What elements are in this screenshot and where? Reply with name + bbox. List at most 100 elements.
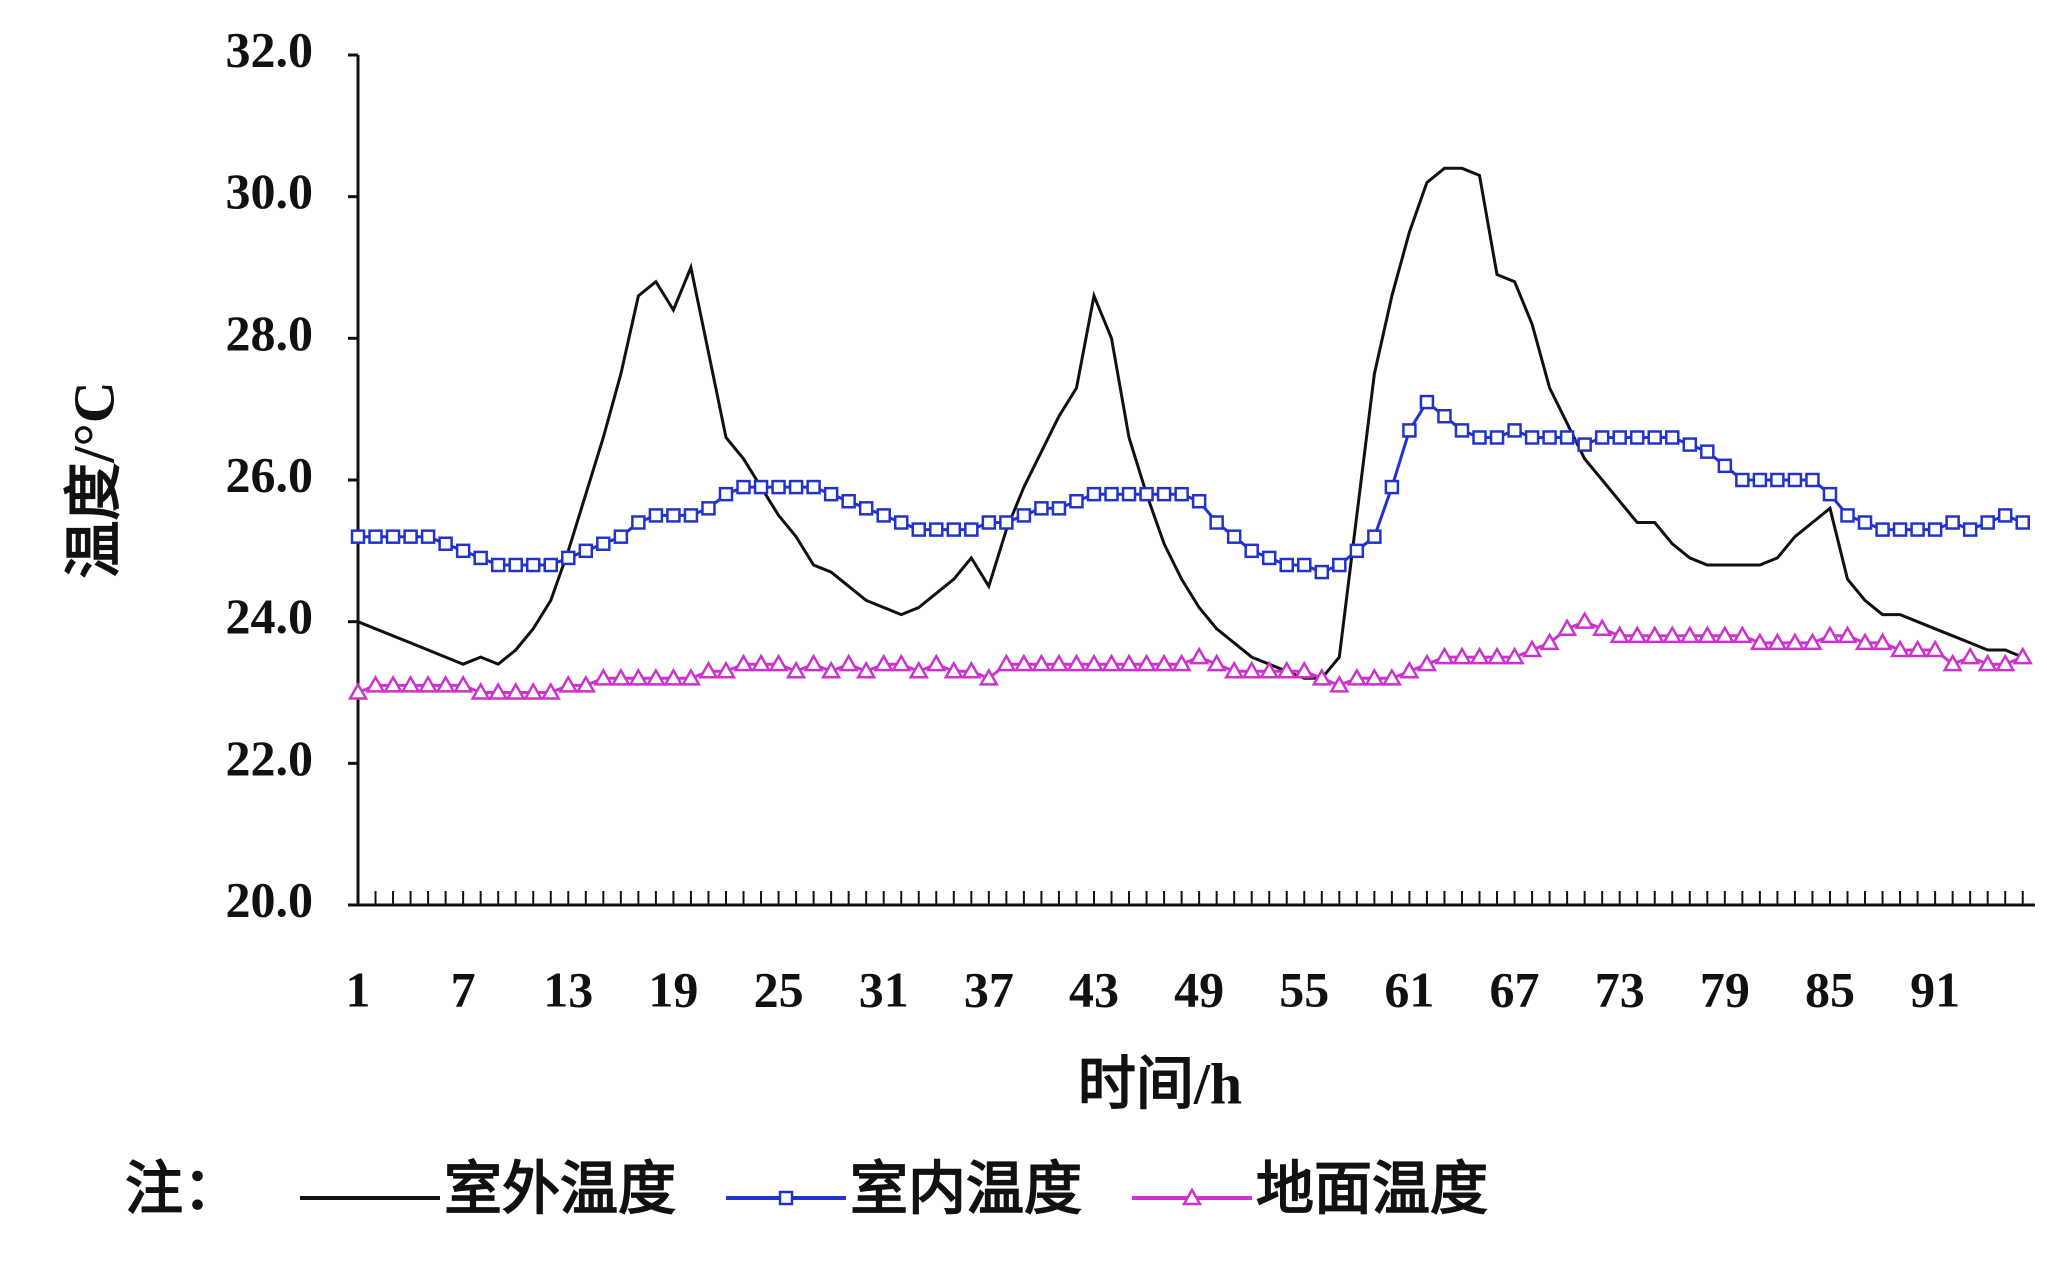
- series-marker: [1083, 653, 1105, 672]
- series-marker: [1279, 557, 1294, 573]
- series-marker: [575, 674, 596, 693]
- series-marker: [1644, 625, 1665, 644]
- series-marker: [1910, 522, 1925, 537]
- series-marker: [645, 667, 667, 686]
- x-tick-label: 25: [754, 961, 804, 1017]
- series-marker: [1472, 430, 1487, 445]
- series-marker: [946, 522, 962, 537]
- series-marker: [803, 653, 824, 672]
- series-marker: [1542, 430, 1557, 445]
- series-marker: [1682, 437, 1698, 452]
- y-tick-label: 28.0: [226, 305, 314, 361]
- series-marker: [806, 479, 821, 495]
- series-line: [357, 166, 2024, 680]
- x-tick-label: 43: [1069, 961, 1119, 1017]
- series-marker: [2012, 646, 2033, 665]
- series-marker: [438, 536, 453, 551]
- y-tick-label: 30.0: [226, 163, 314, 219]
- series-marker: [2015, 515, 2030, 530]
- series-marker: [666, 508, 681, 523]
- y-tick-label: 26.0: [226, 446, 314, 502]
- series-marker: [648, 508, 664, 523]
- series-marker: [1679, 625, 1700, 644]
- series-marker: [1577, 437, 1592, 452]
- series-marker: [578, 543, 594, 559]
- series-marker: [698, 660, 719, 679]
- series-marker: [1244, 543, 1259, 559]
- series-marker: [841, 494, 856, 509]
- series-marker: [1364, 667, 1385, 686]
- x-tick-label: 79: [1700, 961, 1750, 1017]
- series-marker: [926, 653, 947, 672]
- legend-title: 注：: [125, 1156, 241, 1221]
- series-marker: [715, 660, 737, 679]
- series-marker: [1367, 529, 1382, 544]
- series-marker: [1960, 646, 1981, 665]
- series-marker: [1381, 667, 1403, 686]
- series-marker: [823, 486, 839, 502]
- series-marker: [981, 515, 997, 530]
- legend-marker: [1181, 1187, 1203, 1206]
- series-marker: [1872, 632, 1893, 651]
- series-marker: [1384, 479, 1400, 495]
- series-marker: [1259, 660, 1280, 679]
- x-tick-label: 73: [1595, 961, 1645, 1017]
- series-marker: [1504, 646, 1525, 665]
- series-marker: [1434, 646, 1455, 665]
- series-marker: [347, 681, 369, 700]
- series-marker: [1121, 486, 1137, 502]
- series-marker: [1224, 660, 1245, 679]
- series-marker: [733, 653, 754, 672]
- series-marker: [893, 515, 909, 530]
- x-tick-label: 1: [346, 961, 371, 1017]
- series-marker: [593, 667, 614, 686]
- series-marker: [1346, 667, 1367, 686]
- series-marker: [1332, 557, 1347, 573]
- series-marker: [350, 529, 366, 544]
- series-marker: [1241, 660, 1262, 679]
- series-marker: [961, 660, 982, 679]
- series-marker: [628, 667, 649, 686]
- series-marker: [1749, 632, 1771, 651]
- series-marker: [1297, 557, 1312, 573]
- x-tick-label: 49: [1174, 961, 1224, 1017]
- series-marker: [435, 674, 456, 693]
- x-tick-label: 37: [964, 961, 1014, 1017]
- series-marker: [1136, 653, 1157, 672]
- series-marker: [736, 479, 751, 495]
- series-marker: [663, 667, 684, 686]
- series-marker: [1118, 653, 1140, 672]
- series-marker: [365, 674, 386, 693]
- series-marker: [1209, 515, 1224, 530]
- series-marker: [1416, 653, 1438, 672]
- x-tick-label: 91: [1910, 961, 1960, 1017]
- series-marker: [1875, 522, 1890, 537]
- series-marker: [1559, 430, 1575, 445]
- series-marker: [1016, 508, 1032, 523]
- series-marker: [508, 557, 523, 573]
- series-marker: [771, 479, 786, 495]
- series-marker: [1594, 430, 1610, 445]
- y-tick-label: 22.0: [226, 730, 314, 786]
- series-marker: [1787, 472, 1803, 488]
- series-marker: [1665, 430, 1680, 445]
- series-marker: [1139, 486, 1154, 502]
- series-marker: [785, 660, 807, 679]
- series-marker: [1034, 501, 1049, 516]
- series-marker: [1662, 625, 1683, 644]
- series-marker: [873, 653, 894, 672]
- series-marker: [1419, 394, 1435, 410]
- x-tick-label: 13: [543, 961, 593, 1017]
- series-marker: [753, 479, 769, 495]
- series-marker: [1066, 653, 1087, 672]
- series-marker: [1767, 632, 1788, 651]
- series-marker: [1556, 618, 1578, 636]
- series-marker: [473, 550, 488, 566]
- series-marker: [1206, 653, 1227, 672]
- series-marker: [1854, 632, 1876, 651]
- series-marker: [1311, 667, 1332, 686]
- series-marker: [1892, 522, 1908, 537]
- series-marker: [1609, 625, 1630, 644]
- series-marker: [1714, 625, 1735, 644]
